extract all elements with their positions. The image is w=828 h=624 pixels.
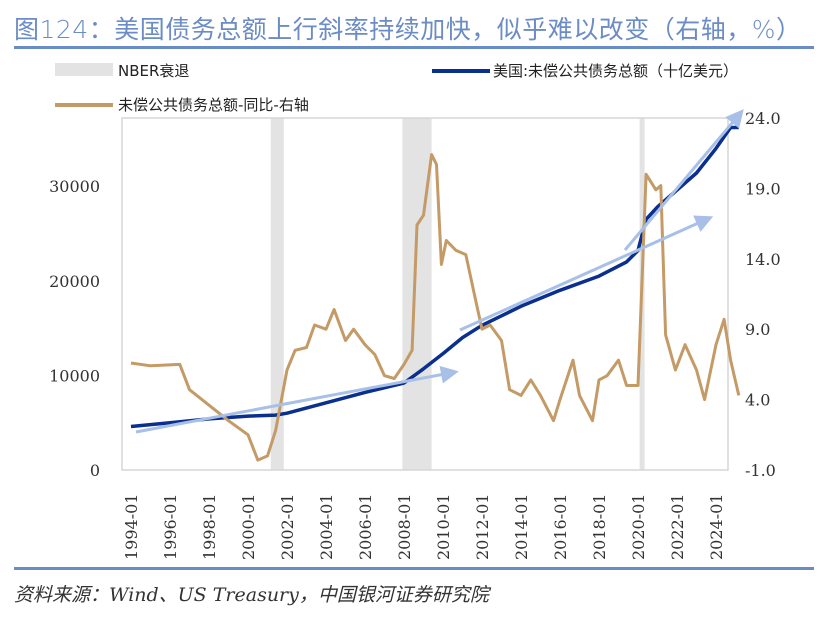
left-tick-label: 0 xyxy=(90,461,100,480)
trend-arrow xyxy=(623,109,744,251)
legend-swatch-recession xyxy=(55,63,113,76)
x-tick-label: 2006-01 xyxy=(356,494,375,560)
right-tick-label: 9.0 xyxy=(745,320,770,339)
right-tick-label: 19.0 xyxy=(745,179,781,198)
legend-label-yoy: 未偿公共债务总额-同比-右轴 xyxy=(118,96,309,114)
plot-frame xyxy=(121,117,729,471)
x-tick-label: 2008-01 xyxy=(395,494,414,560)
x-tick-label: 2016-01 xyxy=(551,494,570,560)
legend-label-debt: 美国:未偿公共债务总额（十亿美元） xyxy=(493,62,738,80)
right-tick-label: 4.0 xyxy=(745,391,770,410)
source-divider xyxy=(14,567,814,570)
trend-arrow xyxy=(135,365,459,434)
x-tick-label: 2000-01 xyxy=(239,494,258,560)
recession-band xyxy=(270,118,284,470)
x-tick-label: 2014-01 xyxy=(512,494,531,560)
x-tick-label: 1998-01 xyxy=(200,494,219,560)
right-tick-label: 14.0 xyxy=(745,250,781,269)
yoy-line xyxy=(130,153,741,462)
x-tick-label: 2024-01 xyxy=(707,494,726,560)
x-tick-label: 2002-01 xyxy=(278,494,297,560)
x-tick-label: 2018-01 xyxy=(590,494,609,560)
trend-arrow xyxy=(459,215,714,332)
x-tick-label: 2020-01 xyxy=(629,494,648,560)
title-divider xyxy=(14,46,814,49)
right-tick-label: 24.0 xyxy=(745,109,781,128)
x-tick-label: 1996-01 xyxy=(161,494,180,560)
recession-band xyxy=(402,118,432,470)
left-tick-label: 10000 xyxy=(49,366,100,385)
right-tick-label: -1.0 xyxy=(745,461,776,480)
x-tick-label: 1994-01 xyxy=(122,494,141,560)
debt-line xyxy=(130,125,739,429)
chart-title: 图124：美国债务总额上行斜率持续加快，似乎难以改变（右轴，%） xyxy=(14,15,802,44)
source-note: 资料来源：Wind、US Treasury，中国银河证券研究院 xyxy=(14,584,489,606)
left-tick-label: 20000 xyxy=(49,272,100,291)
x-tick-label: 2010-01 xyxy=(434,494,453,560)
x-tick-label: 2012-01 xyxy=(473,494,492,560)
x-tick-label: 2004-01 xyxy=(317,494,336,560)
x-tick-label: 2022-01 xyxy=(668,494,687,560)
left-tick-label: 30000 xyxy=(49,177,100,196)
legend-label-recession: NBER衰退 xyxy=(118,62,189,80)
